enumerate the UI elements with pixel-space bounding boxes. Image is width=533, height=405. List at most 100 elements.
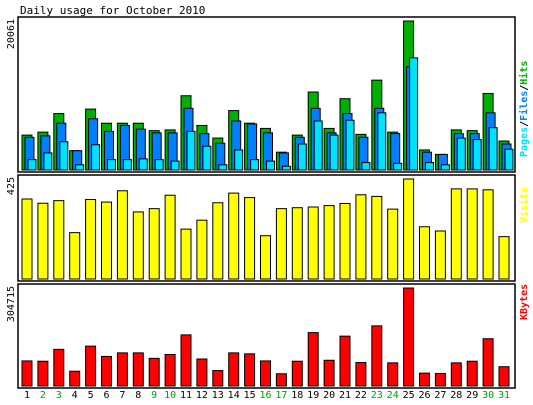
bar-usage-pages-day-8	[138, 158, 148, 171]
bar-visits-visits-day-28	[450, 188, 462, 280]
bar-visits-visits-day-24	[387, 208, 399, 280]
bar-kbytes-kbytes-day-20	[323, 359, 335, 387]
bar-usage-pages-day-17	[281, 165, 291, 171]
bar-visits-visits-day-5	[85, 198, 97, 280]
bar-kbytes-kbytes-day-13	[212, 370, 224, 387]
bar-kbytes-kbytes-day-27	[434, 372, 446, 387]
bar-visits-visits-day-9	[148, 208, 160, 280]
bar-visits-visits-day-29	[466, 188, 478, 280]
bar-usage-pages-day-13	[218, 164, 228, 171]
bar-visits-visits-day-16	[260, 235, 271, 280]
bar-visits-visits-day-23	[371, 195, 383, 280]
legend-part-usage-1: /	[519, 121, 530, 127]
day-label-13: 13	[212, 390, 224, 401]
max-value-label-kbytes: 304715	[6, 286, 17, 322]
bar-kbytes-kbytes-day-12	[196, 358, 208, 387]
bar-usage-pages-day-27	[440, 164, 450, 171]
bar-kbytes-kbytes-day-11	[180, 334, 192, 387]
day-label-11: 11	[180, 390, 192, 401]
day-label-3: 3	[56, 390, 62, 401]
day-label-2: 2	[40, 390, 46, 401]
bar-kbytes-kbytes-day-16	[260, 360, 271, 387]
bar-kbytes-kbytes-day-31	[498, 366, 510, 387]
bar-kbytes-kbytes-day-4	[69, 370, 81, 387]
bar-kbytes-kbytes-day-5	[85, 345, 97, 387]
bar-visits-visits-day-30	[482, 189, 494, 280]
bar-usage-pages-day-18	[297, 143, 307, 171]
day-label-22: 22	[355, 390, 367, 401]
bar-kbytes-kbytes-day-29	[466, 360, 478, 387]
bar-visits-visits-day-7	[116, 190, 128, 280]
day-label-20: 20	[323, 390, 335, 401]
panel-frame-visits	[17, 174, 516, 282]
bar-usage-pages-day-16	[266, 160, 275, 171]
legend-usage: Pages/Files/Hits	[518, 61, 530, 157]
day-label-6: 6	[103, 390, 109, 401]
bar-visits-visits-day-4	[69, 232, 81, 280]
day-label-24: 24	[387, 390, 399, 401]
bar-usage-pages-day-26	[425, 162, 434, 171]
legend-part-kbytes-0: KBytes	[519, 284, 530, 320]
bar-usage-pages-day-14	[234, 149, 244, 171]
day-label-12: 12	[196, 390, 208, 401]
day-label-17: 17	[275, 390, 287, 401]
bar-kbytes-kbytes-day-15	[244, 353, 256, 387]
day-label-16: 16	[259, 390, 271, 401]
legend-kbytes: KBytes	[519, 284, 530, 320]
bar-kbytes-kbytes-day-17	[275, 373, 287, 387]
day-label-29: 29	[466, 390, 478, 401]
day-label-15: 15	[244, 390, 256, 401]
bar-visits-visits-day-13	[212, 202, 224, 280]
bar-usage-pages-day-28	[456, 137, 466, 171]
legend-part-usage-3: /	[519, 85, 530, 91]
legend-part-usage-0: Pages	[519, 127, 530, 157]
day-label-28: 28	[450, 390, 462, 401]
bar-usage-pages-day-7	[122, 159, 132, 171]
bar-usage-pages-day-10	[170, 160, 180, 171]
legend-part-usage-4: Hits	[518, 61, 530, 85]
bar-usage-pages-day-24	[393, 162, 403, 171]
bar-usage-pages-day-3	[59, 141, 69, 171]
bar-kbytes-kbytes-day-30	[482, 338, 494, 387]
bar-visits-visits-day-6	[101, 201, 112, 280]
bar-usage-pages-day-11	[186, 130, 196, 171]
day-label-14: 14	[228, 390, 240, 401]
bar-kbytes-kbytes-day-18	[291, 360, 303, 387]
bar-kbytes-kbytes-day-2	[37, 360, 49, 387]
bar-usage-pages-day-5	[91, 144, 101, 171]
bar-visits-visits-day-12	[196, 219, 208, 280]
bar-kbytes-kbytes-day-7	[116, 352, 128, 387]
day-label-25: 25	[403, 390, 415, 401]
legend-part-visits-0: Visits	[518, 187, 530, 223]
bar-visits-visits-day-17	[275, 208, 287, 280]
bar-usage-pages-day-19	[313, 120, 323, 171]
bar-usage-pages-day-1	[27, 159, 37, 171]
day-label-1: 1	[24, 390, 30, 401]
bar-kbytes-kbytes-day-28	[450, 362, 462, 387]
bar-usage-pages-day-12	[202, 145, 212, 171]
max-value-label-visits: 425	[6, 177, 17, 195]
bar-kbytes-kbytes-day-21	[339, 335, 351, 387]
day-label-5: 5	[88, 390, 94, 401]
bar-usage-pages-day-2	[43, 152, 53, 171]
bar-kbytes-kbytes-day-22	[355, 362, 367, 387]
day-label-30: 30	[482, 390, 494, 401]
bar-kbytes-kbytes-day-3	[53, 348, 65, 387]
bar-usage-pages-day-29	[472, 139, 482, 171]
day-label-27: 27	[434, 390, 446, 401]
bar-kbytes-kbytes-day-19	[307, 332, 319, 387]
bar-usage-pages-day-25	[409, 57, 419, 171]
bar-usage-pages-day-30	[488, 127, 498, 171]
bar-usage-pages-day-22	[361, 162, 371, 171]
bar-usage-pages-day-15	[250, 159, 260, 171]
bar-visits-visits-day-27	[434, 230, 446, 280]
day-label-9: 9	[151, 390, 157, 401]
bar-visits-visits-day-19	[307, 206, 319, 280]
bar-visits-visits-day-21	[339, 202, 351, 280]
chart-title: Daily usage for October 2010	[20, 4, 205, 17]
bar-visits-visits-day-22	[355, 194, 367, 280]
bar-kbytes-kbytes-day-9	[148, 357, 160, 387]
bar-visits-visits-day-14	[228, 192, 240, 280]
day-label-7: 7	[119, 390, 125, 401]
